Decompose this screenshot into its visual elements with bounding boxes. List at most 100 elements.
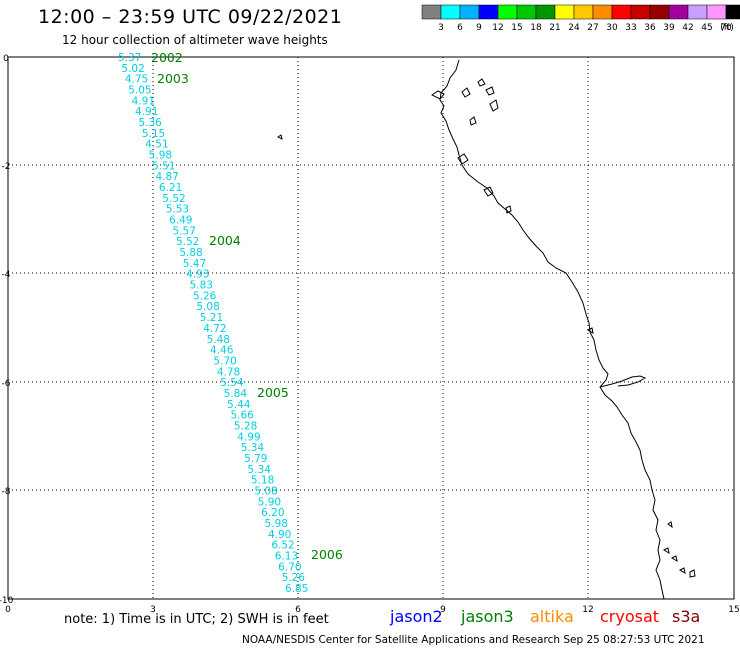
coastline (277, 59, 696, 600)
wave-height-label: 5.83 (190, 280, 213, 292)
legend-label: 24 (568, 23, 580, 33)
y-tick-label: 0 (3, 54, 9, 64)
legend-swatch (535, 4, 556, 20)
wave-height-label: 4.72 (203, 323, 226, 335)
legend-label: 33 (625, 23, 636, 33)
wave-height-label: 5.98 (149, 150, 172, 162)
island-3 (477, 78, 486, 87)
wave-height-label: 4.78 (217, 366, 240, 378)
wave-height-label: 5.51 (152, 160, 175, 172)
satellite-altika: altika (530, 607, 574, 626)
island-11 (586, 327, 594, 335)
satellite-s3a: s3a (672, 607, 701, 626)
legend-swatch (440, 4, 461, 20)
wave-height-label: 4.91 (135, 106, 158, 118)
wave-height-label: 5.08 (196, 301, 219, 313)
wave-height-label: 5.90 (258, 496, 281, 508)
island-15 (678, 567, 686, 575)
wave-height-label: 4.46 (210, 345, 234, 357)
map-frame (7, 56, 735, 600)
gulf-inlet (599, 375, 647, 388)
wave-height-label: 6.21 (159, 182, 182, 194)
legend-label: 3 (438, 23, 444, 33)
wave-height-label: 5.21 (200, 312, 223, 324)
y-tick-label: -10 (0, 596, 14, 606)
island-2 (461, 87, 471, 98)
wave-height-label: 6.85 (285, 583, 308, 595)
wave-height-label: 5.79 (244, 453, 267, 465)
legend-label: 12 (492, 23, 503, 33)
satellite-cryosat: cryosat (600, 607, 660, 626)
wave-height-label: 6.52 (271, 540, 294, 552)
legend-label: 27 (587, 23, 598, 33)
island-12 (667, 521, 673, 529)
legend-swatch (478, 4, 499, 20)
legend-label: 70 (720, 23, 732, 33)
legend-swatch (611, 4, 632, 20)
island-6 (469, 116, 477, 126)
wave-height-label: 5.84 (224, 388, 248, 400)
y-tick-label: -6 (2, 379, 11, 389)
x-tick-label: 3 (150, 605, 156, 615)
wave-height-label: 5.36 (138, 117, 162, 129)
wave-height-label: 5.15 (142, 128, 165, 140)
x-tick-label: 0 (5, 605, 11, 615)
island-4 (485, 86, 495, 96)
wave-height-label: 5.66 (230, 410, 254, 422)
x-tick-label: 12 (582, 605, 593, 615)
legend-label: 30 (606, 23, 618, 33)
wave-height-label: 5.52 (176, 236, 199, 248)
wave-height-label: 5.02 (121, 63, 144, 75)
wave-height-label: 4.93 (186, 269, 209, 281)
wave-height-label: 5.57 (173, 225, 196, 237)
satellite-jason3: jason3 (461, 607, 514, 626)
legend-swatch (649, 4, 670, 20)
legend-label: 15 (511, 23, 522, 33)
wave-height-label: 5.52 (162, 193, 185, 205)
time-label: 2005 (257, 385, 289, 400)
wave-height-label: 5.05 (128, 85, 151, 97)
legend-label: 45 (701, 23, 712, 33)
island-9 (505, 205, 512, 214)
wave-height-label: 4.87 (155, 171, 178, 183)
island-8 (483, 186, 494, 197)
x-tick-label: 9 (440, 605, 446, 615)
legend-label: 36 (644, 23, 656, 33)
wave-height-label: 5.47 (183, 258, 206, 270)
y-tick-label: -4 (2, 270, 11, 280)
island-14 (670, 555, 678, 563)
legend-label: 6 (457, 23, 463, 33)
island-13 (662, 547, 670, 555)
time-labels: 2002 2003 2004 2005 2006 (151, 50, 343, 562)
wave-height-label: 5.98 (265, 518, 288, 530)
wave-height-label: 5.48 (207, 334, 230, 346)
wave-height-label: 5.70 (213, 355, 236, 367)
island-16 (689, 569, 696, 578)
wave-height-label: 5.53 (166, 204, 189, 216)
x-tick-label: 15 (728, 605, 739, 615)
wave-height-label: 6.70 (278, 561, 301, 573)
legend-swatch (592, 4, 613, 20)
footer-credit: NOAA/NESDIS Center for Satellite Applica… (242, 634, 705, 646)
y-tick-label: -8 (2, 487, 11, 497)
time-label: 2003 (157, 71, 189, 86)
legend-label: 21 (549, 23, 560, 33)
legend-swatch (516, 4, 537, 20)
legend-swatch (573, 4, 594, 20)
wave-height-label: 5.34 (248, 464, 272, 476)
time-label: 2002 (151, 50, 183, 65)
wave-height-label: 5.08 (254, 485, 277, 497)
wave-height-label: 4.75 (125, 74, 148, 86)
legend-swatch (497, 4, 518, 20)
x-tick-label: 6 (295, 605, 301, 615)
time-label: 2004 (209, 233, 241, 248)
coastline-path (439, 59, 665, 600)
island-7 (457, 153, 469, 165)
wave-height-label: 6.20 (261, 507, 284, 519)
wave-height-label: 5.34 (241, 442, 265, 454)
island-10 (277, 134, 283, 140)
wave-height-label: 5.26 (282, 572, 306, 584)
wave-height-label: 4.99 (237, 431, 260, 443)
page-subtitle: 12 hour collection of altimeter wave hei… (62, 33, 328, 47)
y-tick-label: -2 (2, 162, 11, 172)
